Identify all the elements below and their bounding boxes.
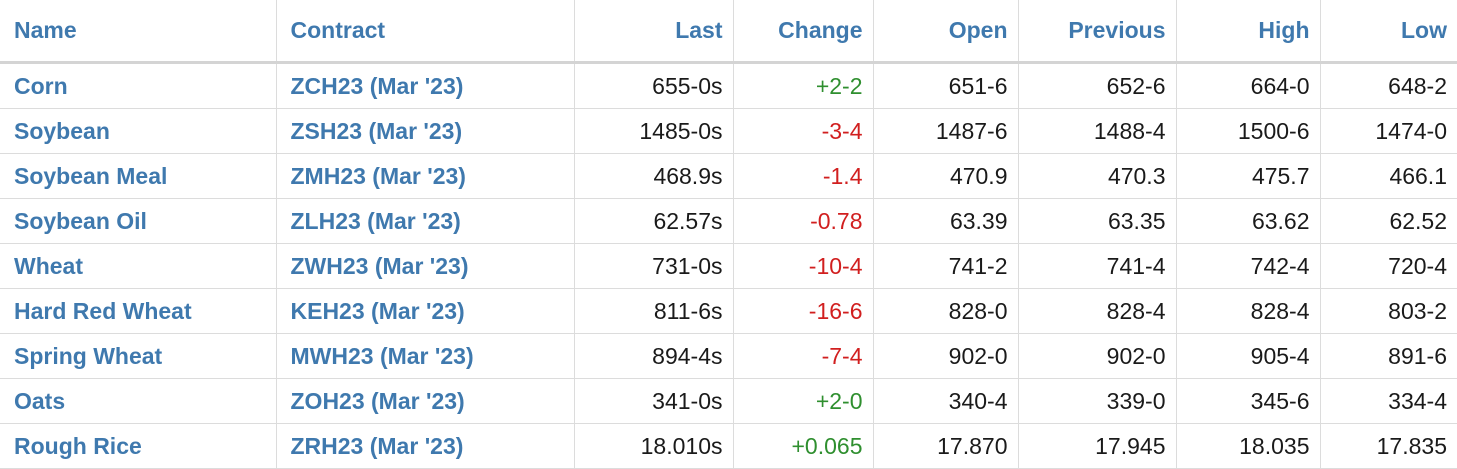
previous-price-cell: 17.945 — [1018, 423, 1177, 469]
table-row: Wheat ZWH23 (Mar '23) 731-0s -10-4 741-2… — [0, 243, 1457, 289]
previous-price-cell: 652-6 — [1018, 62, 1177, 109]
commodity-name-link[interactable]: Soybean Meal — [0, 153, 277, 199]
table-row: Soybean ZSH23 (Mar '23) 1485-0s -3-4 148… — [0, 108, 1457, 154]
column-header-low[interactable]: Low — [1320, 0, 1457, 64]
table-body: Corn ZCH23 (Mar '23) 655-0s +2-2 651-6 6… — [0, 62, 1457, 469]
column-header-last[interactable]: Last — [574, 0, 734, 64]
last-price-cell: 62.57s — [574, 198, 734, 244]
open-price-cell: 63.39 — [873, 198, 1019, 244]
last-price-cell: 811-6s — [574, 288, 734, 334]
table-row: Soybean Oil ZLH23 (Mar '23) 62.57s -0.78… — [0, 198, 1457, 244]
contract-link[interactable]: KEH23 (Mar '23) — [276, 288, 575, 334]
table-row: Corn ZCH23 (Mar '23) 655-0s +2-2 651-6 6… — [0, 62, 1457, 109]
high-price-cell: 475.7 — [1176, 153, 1321, 199]
open-price-cell: 651-6 — [873, 62, 1019, 109]
commodity-name-link[interactable]: Rough Rice — [0, 423, 277, 469]
low-price-cell: 1474-0 — [1320, 108, 1457, 154]
contract-link[interactable]: ZLH23 (Mar '23) — [276, 198, 575, 244]
previous-price-cell: 828-4 — [1018, 288, 1177, 334]
high-price-cell: 664-0 — [1176, 62, 1321, 109]
change-cell: +2-0 — [733, 378, 874, 424]
low-price-cell: 334-4 — [1320, 378, 1457, 424]
high-price-cell: 18.035 — [1176, 423, 1321, 469]
change-cell: -1.4 — [733, 153, 874, 199]
column-header-change[interactable]: Change — [733, 0, 874, 64]
contract-link[interactable]: ZCH23 (Mar '23) — [276, 62, 575, 109]
commodity-name-link[interactable]: Corn — [0, 62, 277, 109]
last-price-cell: 894-4s — [574, 333, 734, 379]
low-price-cell: 62.52 — [1320, 198, 1457, 244]
high-price-cell: 1500-6 — [1176, 108, 1321, 154]
table-row: Spring Wheat MWH23 (Mar '23) 894-4s -7-4… — [0, 333, 1457, 379]
high-price-cell: 905-4 — [1176, 333, 1321, 379]
change-cell: -7-4 — [733, 333, 874, 379]
change-cell: -10-4 — [733, 243, 874, 289]
low-price-cell: 648-2 — [1320, 62, 1457, 109]
change-cell: -3-4 — [733, 108, 874, 154]
column-header-high[interactable]: High — [1176, 0, 1321, 64]
contract-link[interactable]: ZOH23 (Mar '23) — [276, 378, 575, 424]
commodity-name-link[interactable]: Wheat — [0, 243, 277, 289]
high-price-cell: 828-4 — [1176, 288, 1321, 334]
table-row: Hard Red Wheat KEH23 (Mar '23) 811-6s -1… — [0, 288, 1457, 334]
high-price-cell: 742-4 — [1176, 243, 1321, 289]
contract-link[interactable]: MWH23 (Mar '23) — [276, 333, 575, 379]
last-price-cell: 341-0s — [574, 378, 734, 424]
contract-link[interactable]: ZSH23 (Mar '23) — [276, 108, 575, 154]
previous-price-cell: 470.3 — [1018, 153, 1177, 199]
commodity-name-link[interactable]: Hard Red Wheat — [0, 288, 277, 334]
open-price-cell: 1487-6 — [873, 108, 1019, 154]
open-price-cell: 17.870 — [873, 423, 1019, 469]
table-row: Oats ZOH23 (Mar '23) 341-0s +2-0 340-4 3… — [0, 378, 1457, 424]
previous-price-cell: 741-4 — [1018, 243, 1177, 289]
change-cell: -0.78 — [733, 198, 874, 244]
open-price-cell: 741-2 — [873, 243, 1019, 289]
open-price-cell: 470.9 — [873, 153, 1019, 199]
contract-link[interactable]: ZMH23 (Mar '23) — [276, 153, 575, 199]
commodity-name-link[interactable]: Soybean — [0, 108, 277, 154]
low-price-cell: 17.835 — [1320, 423, 1457, 469]
change-cell: +2-2 — [733, 62, 874, 109]
table-row: Rough Rice ZRH23 (Mar '23) 18.010s +0.06… — [0, 423, 1457, 469]
previous-price-cell: 63.35 — [1018, 198, 1177, 244]
contract-link[interactable]: ZRH23 (Mar '23) — [276, 423, 575, 469]
open-price-cell: 828-0 — [873, 288, 1019, 334]
commodity-name-link[interactable]: Soybean Oil — [0, 198, 277, 244]
column-header-open[interactable]: Open — [873, 0, 1019, 64]
open-price-cell: 340-4 — [873, 378, 1019, 424]
last-price-cell: 655-0s — [574, 62, 734, 109]
header-row: Name Contract Last Change Open Previous … — [0, 0, 1457, 64]
contract-link[interactable]: ZWH23 (Mar '23) — [276, 243, 575, 289]
change-cell: -16-6 — [733, 288, 874, 334]
high-price-cell: 63.62 — [1176, 198, 1321, 244]
previous-price-cell: 1488-4 — [1018, 108, 1177, 154]
low-price-cell: 720-4 — [1320, 243, 1457, 289]
table-row: Soybean Meal ZMH23 (Mar '23) 468.9s -1.4… — [0, 153, 1457, 199]
open-price-cell: 902-0 — [873, 333, 1019, 379]
low-price-cell: 803-2 — [1320, 288, 1457, 334]
last-price-cell: 18.010s — [574, 423, 734, 469]
last-price-cell: 1485-0s — [574, 108, 734, 154]
last-price-cell: 731-0s — [574, 243, 734, 289]
column-header-name[interactable]: Name — [0, 0, 277, 64]
change-cell: +0.065 — [733, 423, 874, 469]
column-header-contract[interactable]: Contract — [276, 0, 575, 64]
high-price-cell: 345-6 — [1176, 378, 1321, 424]
commodity-name-link[interactable]: Spring Wheat — [0, 333, 277, 379]
previous-price-cell: 902-0 — [1018, 333, 1177, 379]
low-price-cell: 891-6 — [1320, 333, 1457, 379]
previous-price-cell: 339-0 — [1018, 378, 1177, 424]
column-header-previous[interactable]: Previous — [1018, 0, 1177, 64]
commodity-name-link[interactable]: Oats — [0, 378, 277, 424]
last-price-cell: 468.9s — [574, 153, 734, 199]
low-price-cell: 466.1 — [1320, 153, 1457, 199]
